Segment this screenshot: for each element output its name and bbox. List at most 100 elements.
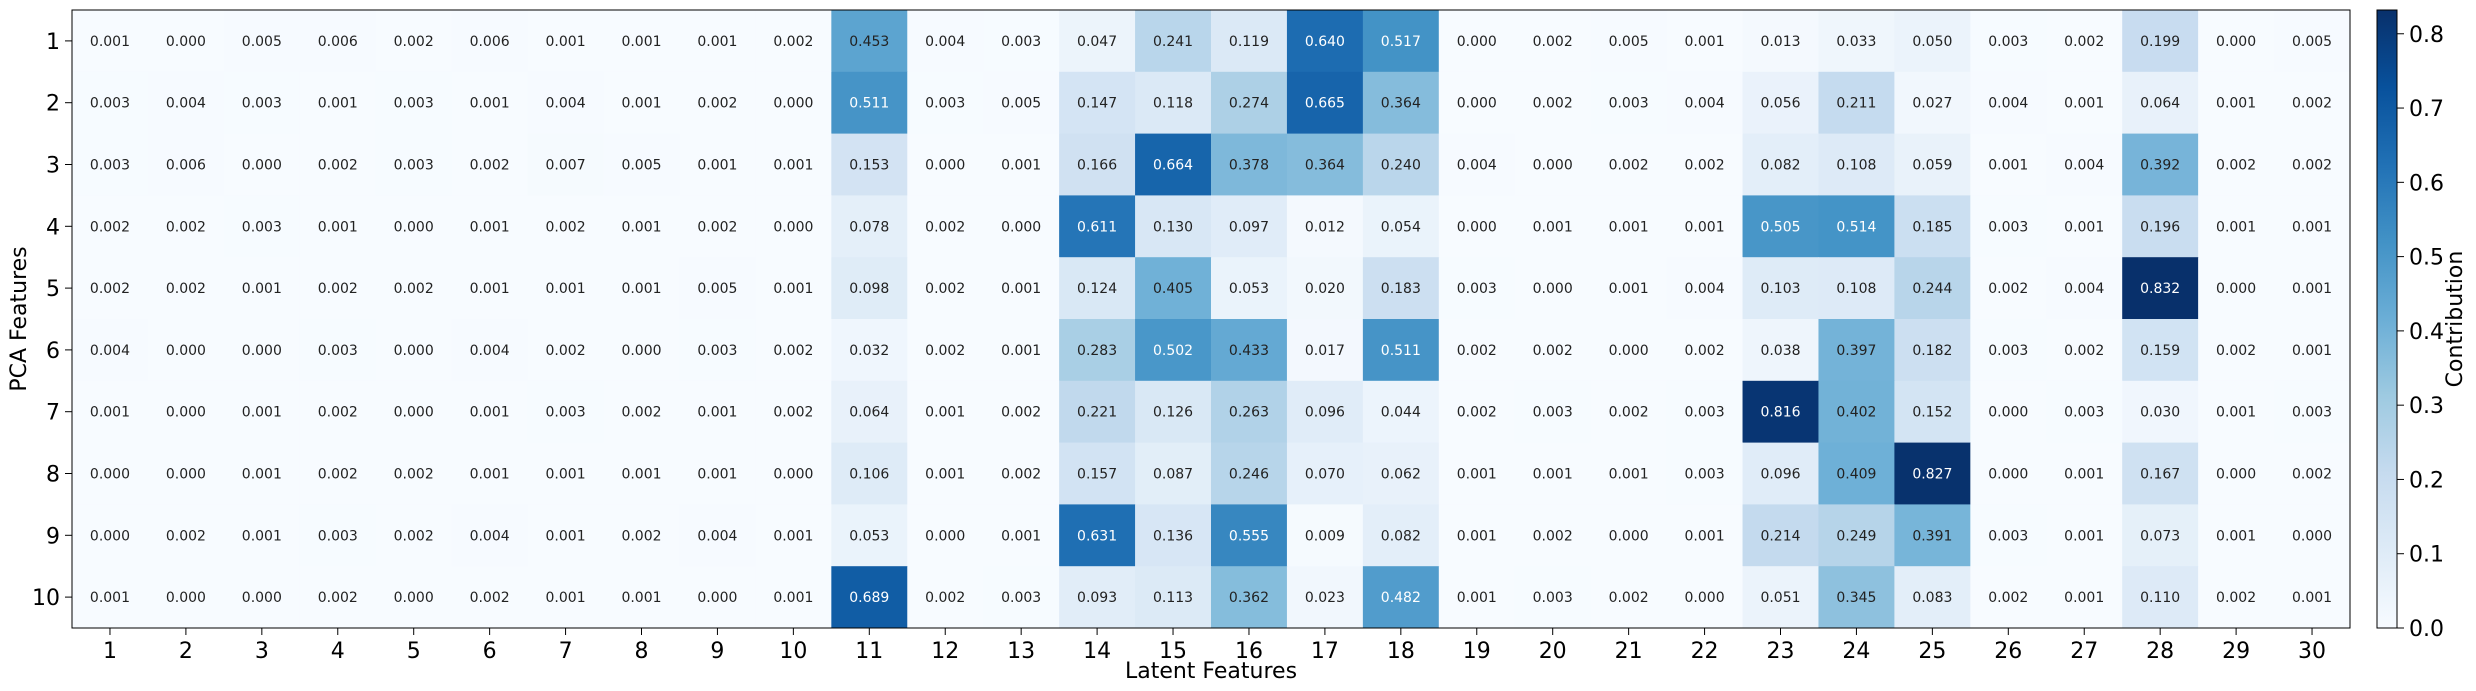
cell-value-label: 0.003 [1988,34,2028,50]
cell-value-label: 0.030 [2140,405,2180,421]
cell-value-label: 0.000 [242,590,282,606]
heatmap-cell [1818,566,1895,629]
heatmap-cell [1438,504,1516,567]
cell-value-label: 0.002 [697,96,737,112]
cell-value-label: 0.003 [1988,343,2028,359]
cell-value-label: 0.005 [1001,96,1041,112]
heatmap-cell [2046,319,2123,382]
heatmap-cell [2046,380,2123,444]
cell-value-label: 0.002 [1457,405,1497,421]
cell-value-label: 0.157 [1077,467,1117,483]
heatmap-cell [1059,380,1136,444]
heatmap-cell [983,71,1060,135]
cell-value-label: 0.433 [1229,343,1269,359]
heatmap-cell [907,195,984,258]
heatmap-cell [1211,319,1288,382]
cell-value-label: 0.004 [2064,281,2104,297]
cell-value-label: 0.196 [2140,219,2180,235]
heatmap-cell [1514,257,1592,320]
x-tick-label: 17 [1311,639,1339,664]
heatmap-cell [603,133,680,196]
heatmap-cell [831,71,908,135]
cell-value-label: 0.001 [621,281,661,297]
heatmap-cell [679,442,756,505]
cell-value-label: 0.003 [1988,219,2028,235]
y-axis-ticks: 1 2 3 4 5 6 7 8 9 10 [32,30,72,611]
heatmap-cell [2046,504,2123,567]
heatmap-cell [1970,195,2047,258]
cell-value-label: 0.000 [1457,34,1497,50]
cell-value-label: 0.004 [1685,281,1725,297]
heatmap-cell [1135,257,1212,320]
heatmap-cell [679,257,756,320]
heatmap-cell [1666,71,1744,135]
cell-value-label: 0.013 [1760,34,1800,50]
heatmap-cell [831,566,908,629]
x-tick-label: 2 [179,639,193,664]
heatmap-cell [983,442,1060,505]
heatmap-cell [1211,10,1288,73]
heatmap-cell [2274,319,2351,382]
heatmap-cell [72,442,149,505]
heatmap-cell [603,319,680,382]
cell-value-label: 0.000 [1988,467,2028,483]
heatmap-cell [831,319,908,382]
cell-value-label: 0.002 [773,34,813,50]
cell-value-label: 0.002 [2064,343,2104,359]
heatmap-cell [527,566,605,629]
heatmap-cell [1970,380,2047,444]
heatmap-cell [147,10,225,73]
x-tick-label: 3 [255,639,269,664]
cell-value-label: 0.119 [1229,34,1269,50]
x-tick-label: 7 [559,639,573,664]
cell-value-label: 0.118 [1153,96,1193,112]
heatmap-cell [603,566,680,629]
heatmap-cell [1438,71,1516,135]
heatmap-cell [1590,504,1668,567]
y-tick-label: 1 [46,30,60,55]
cell-value-label: 0.000 [394,590,434,606]
heatmap-cell [755,442,832,505]
cell-value-label: 0.001 [90,590,130,606]
heatmap-cell [907,566,984,629]
x-tick-label: 13 [1007,639,1035,664]
cell-value-label: 0.002 [621,405,661,421]
cell-value-label: 0.182 [1912,343,1952,359]
heatmap-cell [299,71,377,135]
heatmap-cell [2122,133,2199,196]
heatmap-cell [223,504,301,567]
heatmap-cell [1894,10,1971,73]
heatmap-cell [1666,504,1744,567]
cell-value-label: 0.005 [697,281,737,297]
cell-value-label: 0.000 [166,34,206,50]
cell-value-label: 0.006 [166,158,206,174]
cell-value-label: 0.001 [621,219,661,235]
heatmap-cell [2046,10,2123,73]
cell-value-label: 0.073 [2140,528,2180,544]
cell-value-label: 0.000 [242,343,282,359]
heatmap-cell [2198,10,2275,73]
cell-value-label: 0.002 [925,343,965,359]
cell-value-label: 0.002 [318,405,358,421]
heatmap-cell [1135,380,1212,444]
cell-value-label: 0.274 [1229,96,1269,112]
heatmap-cell [1059,504,1136,567]
heatmap-cell [679,380,756,444]
cell-value-label: 0.002 [166,219,206,235]
cell-value-label: 0.004 [470,528,510,544]
cell-value-label: 0.001 [2216,96,2256,112]
heatmap-cell [1514,319,1592,382]
heatmap-cell [1362,133,1440,196]
heatmap-cell [147,257,225,320]
cell-value-label: 0.000 [1609,343,1649,359]
x-tick-label: 12 [931,639,959,664]
heatmap-cell [2198,71,2275,135]
heatmap-cell [2122,195,2199,258]
cell-value-label: 0.003 [90,96,130,112]
cell-value-label: 0.001 [2064,219,2104,235]
heatmap-cell [1059,566,1136,629]
cell-value-label: 0.001 [773,281,813,297]
cell-value-label: 0.002 [470,158,510,174]
cell-value-label: 0.001 [90,34,130,50]
heatmap-cell [451,380,529,444]
